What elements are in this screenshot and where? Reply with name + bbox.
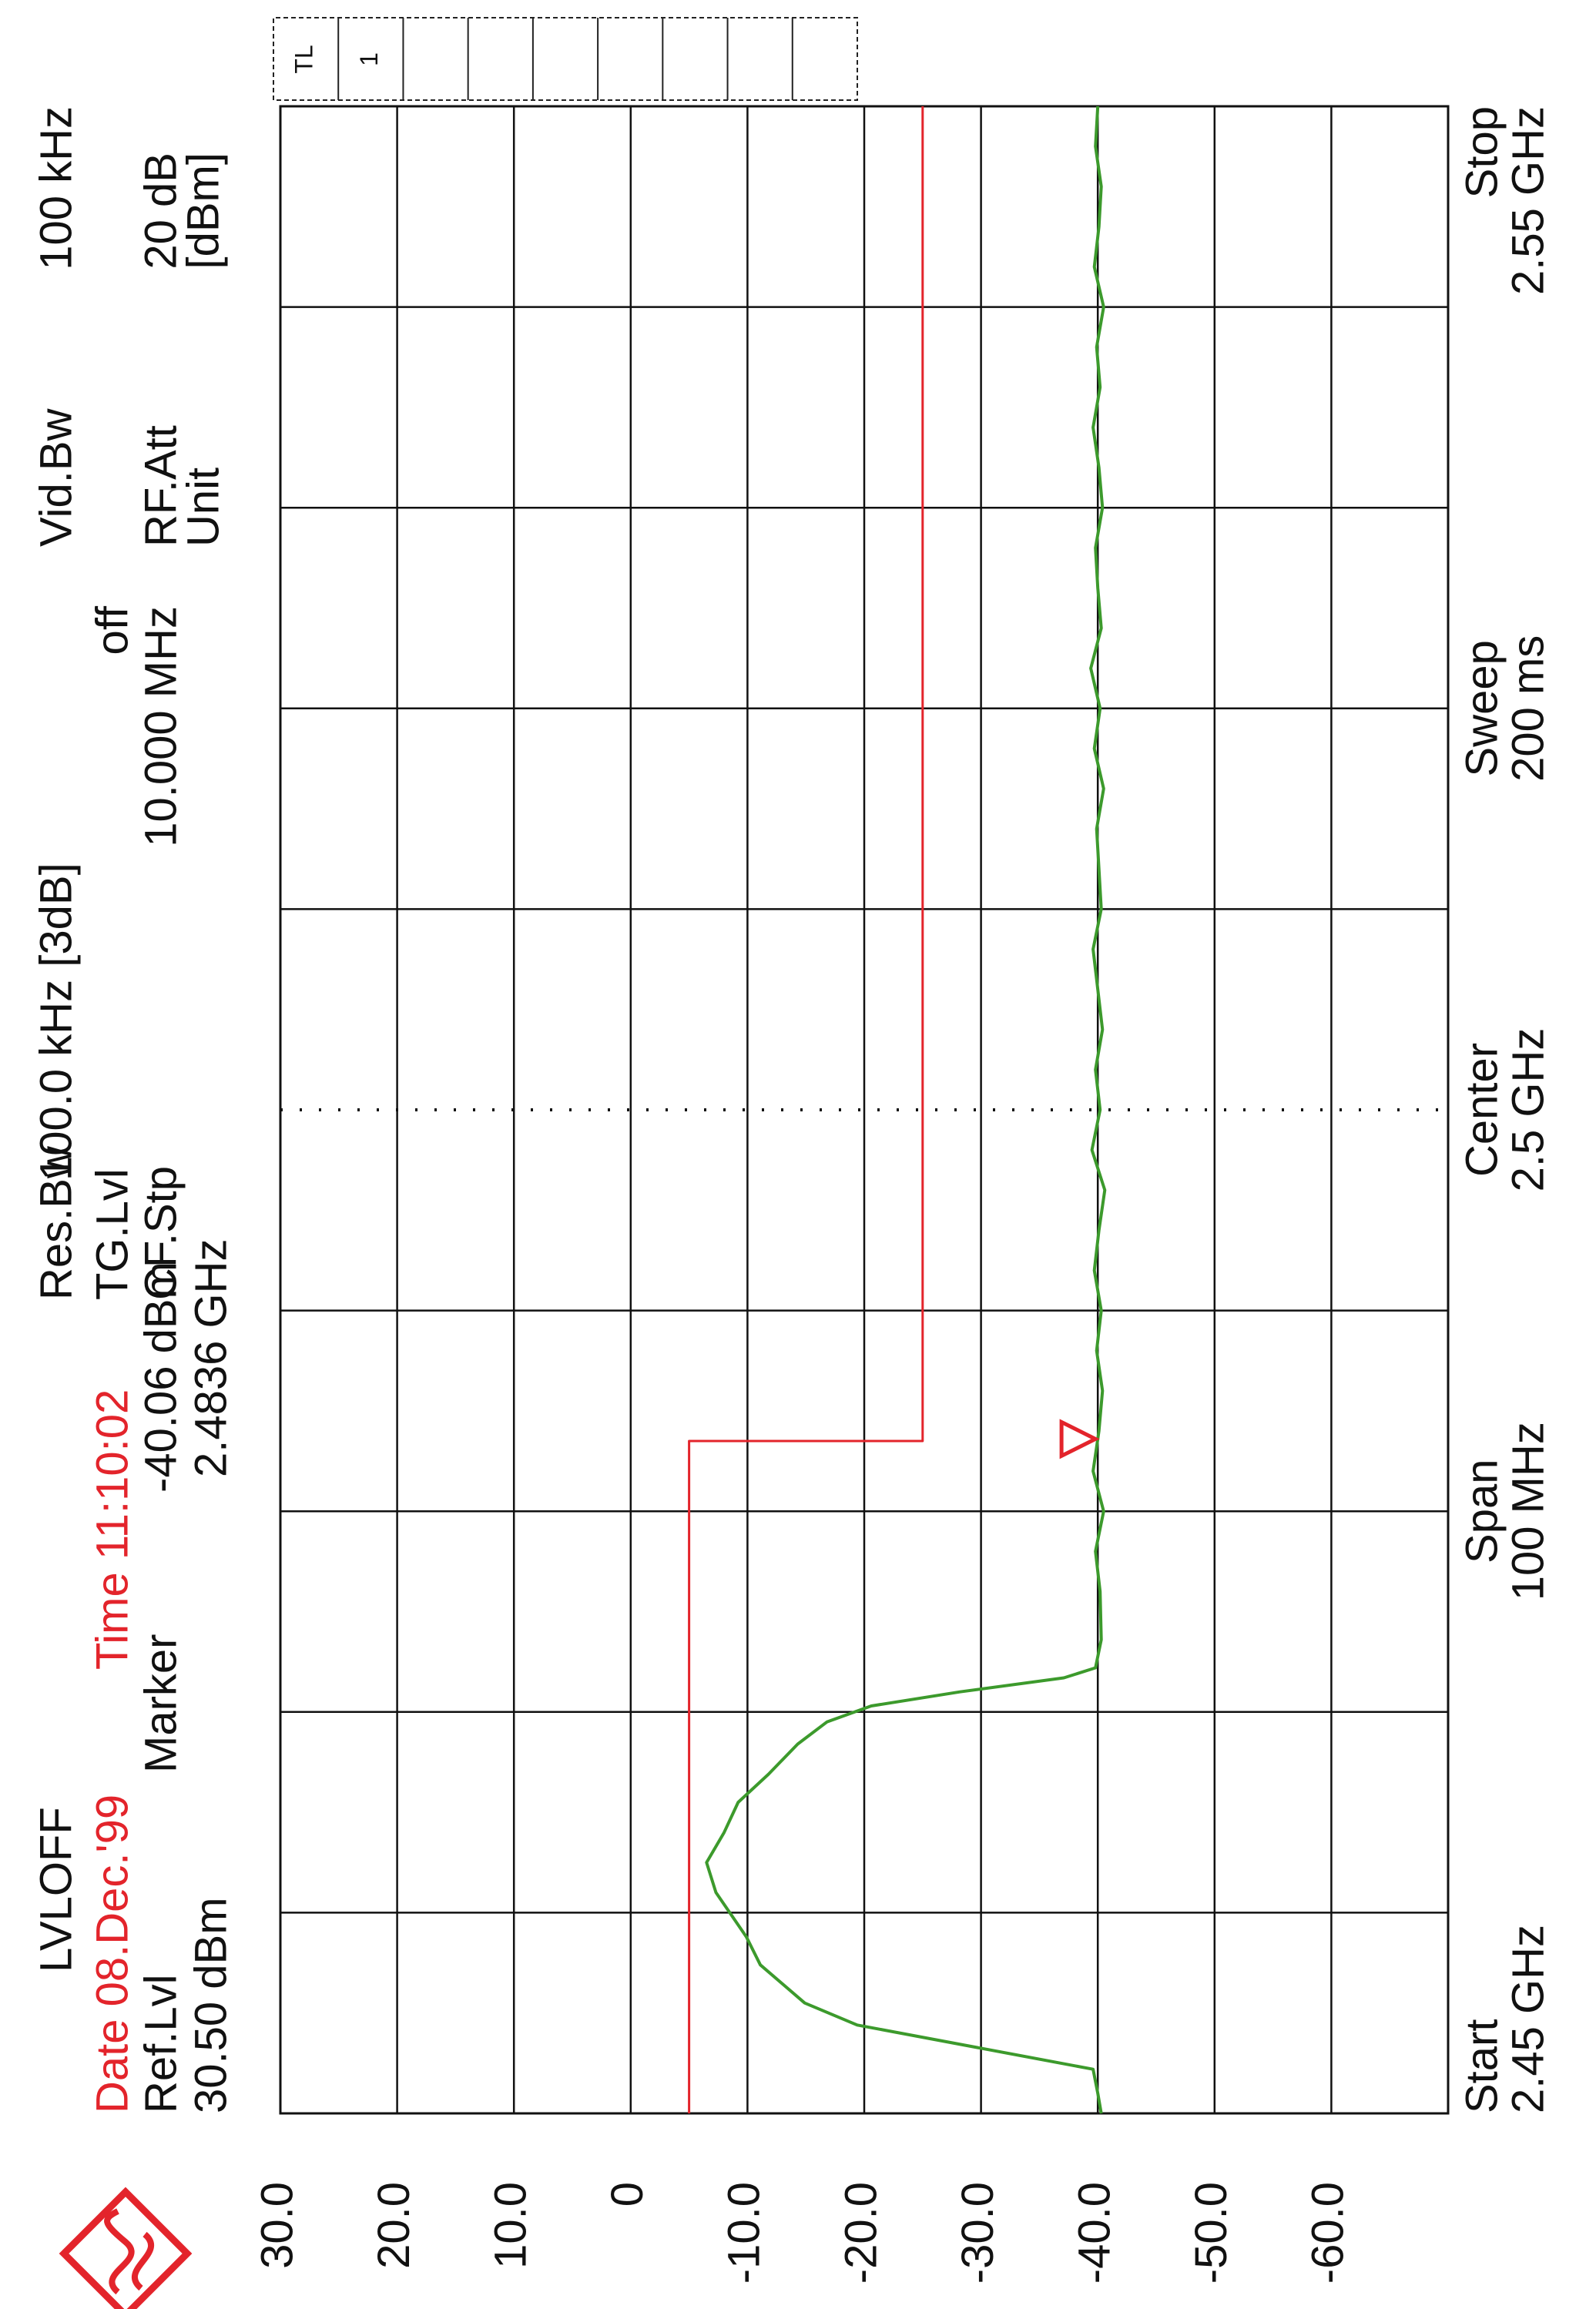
footer-text: Center [1457, 1043, 1507, 1177]
y-tick-label: -10.0 [719, 2182, 770, 2284]
header-text: Vid.Bw [31, 407, 81, 547]
marker-text: 2.4836 GHz [186, 1238, 236, 1477]
y-tick-label: -30.0 [953, 2182, 1003, 2284]
y-tick-label: -60.0 [1303, 2182, 1353, 2284]
header-text: 20 dB [136, 152, 186, 270]
header-text: 30.50 dBm [186, 1897, 236, 2113]
header-text: Ref.Lvl [136, 1974, 186, 2113]
logo [59, 2187, 193, 2309]
header-text: 100 kHz [31, 106, 81, 270]
header-text: Date 08.Dec.'99 [87, 1795, 137, 2113]
header-text: 100.0 kHz [3dB] [31, 863, 81, 1181]
rotated-printout: TL 1 30.0 20.0 10.0 0 -10.0 -20.0 -30.0 -40.0 -50.… [31, 17, 1553, 2309]
footer-text: 100 MHz [1503, 1422, 1553, 1600]
plot-frame [279, 105, 1450, 2115]
footer-text: 2.45 GHz [1503, 1925, 1553, 2113]
header-text: RF.Att [136, 425, 186, 547]
header-text: Time 11:10:02 [87, 1389, 137, 1670]
header-text: Unit [178, 467, 228, 547]
limit-box-label: 1 [355, 52, 383, 66]
footer-text: 2.5 GHz [1503, 1028, 1553, 1192]
y-tick-label: -40.0 [1070, 2182, 1120, 2284]
footer-text: Stop [1457, 106, 1507, 198]
header-text: CF.Stp [136, 1166, 186, 1300]
y-tick-label: 30.0 [252, 2182, 302, 2269]
footer-text: 2.55 GHz [1503, 106, 1553, 295]
y-tick-label: 0 [602, 2182, 652, 2207]
y-tick-label: -50.0 [1186, 2182, 1236, 2284]
header-text: Marker [136, 1634, 186, 1773]
header-text: 10.000 MHz [136, 606, 186, 847]
header-text: LVLOFF [31, 1807, 81, 1972]
footer-text: 200 ms [1503, 635, 1553, 782]
marker [1059, 1419, 1100, 1459]
y-tick-label: 20.0 [369, 2182, 419, 2269]
footer-text: Sweep [1457, 640, 1507, 776]
header-text: [dBm] [178, 152, 228, 270]
trace [688, 106, 924, 2113]
header-text: off [87, 605, 137, 655]
y-tick-label: 10.0 [486, 2182, 536, 2269]
limit-box-label: TL [290, 45, 318, 73]
header-text: TG.Lvl [87, 1168, 137, 1300]
marker-text: -40.06 dBm [136, 1262, 186, 1493]
footer-text: Span [1457, 1459, 1507, 1563]
footer-text: Start [1457, 2019, 1507, 2114]
y-tick-label: -20.0 [836, 2182, 886, 2284]
header-text: Res.Bw [31, 1145, 81, 1300]
limit-box [273, 17, 858, 101]
trace [705, 106, 1107, 2114]
